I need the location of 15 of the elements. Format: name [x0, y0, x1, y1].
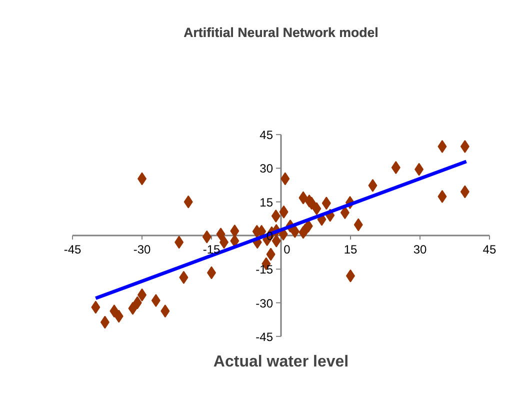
y-tick-label: 15	[260, 195, 274, 210]
y-tick-label: -45	[256, 330, 274, 344]
y-tick-label: 45	[260, 128, 274, 142]
x-tick-label: -15	[202, 242, 221, 256]
x-axis-title: Actual water level	[213, 354, 349, 370]
x-tick-label: -30	[133, 242, 152, 256]
y-tick-label: -15	[256, 262, 274, 277]
x-tick-label: -45	[64, 242, 82, 256]
x-tick-label: 15	[344, 242, 358, 256]
x-tick-label: 0	[284, 242, 291, 256]
x-tick-label: 45	[482, 242, 496, 256]
y-tick-label: -30	[256, 296, 274, 310]
chart-title: Artifitial Neural Network model	[184, 25, 378, 40]
x-tick-label: 30	[413, 242, 427, 256]
y-tick-label: 30	[260, 162, 274, 176]
